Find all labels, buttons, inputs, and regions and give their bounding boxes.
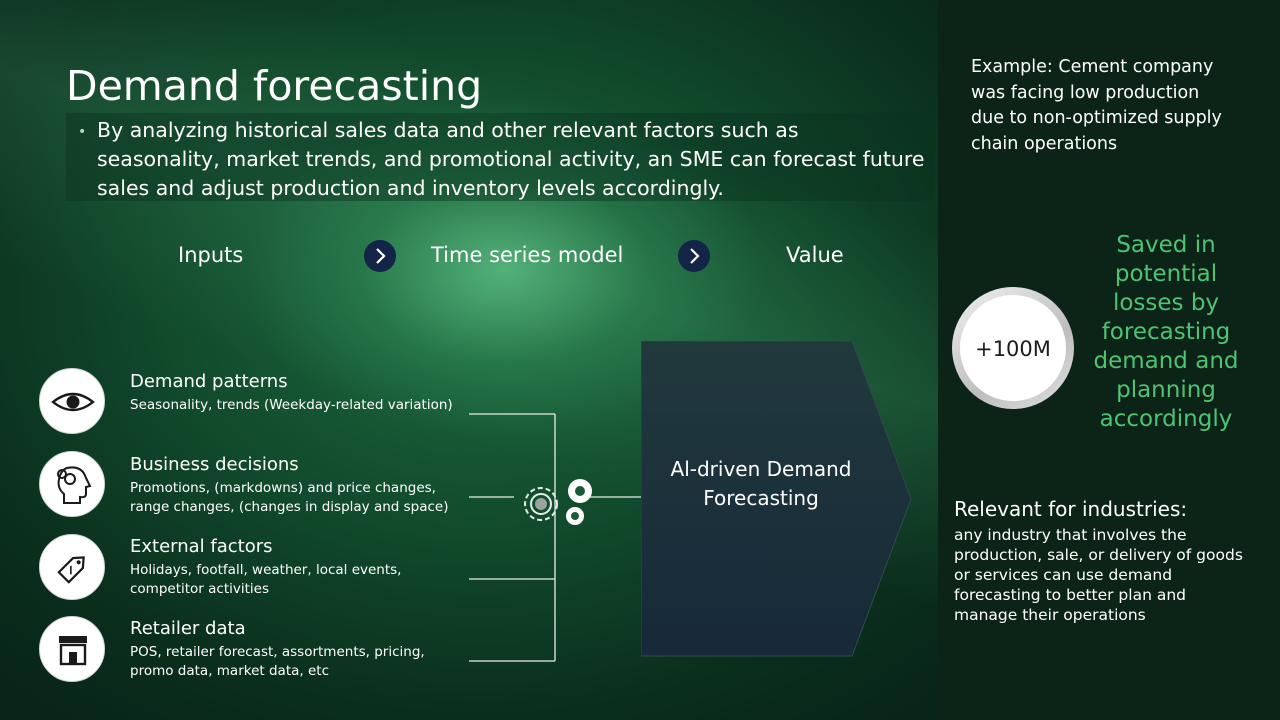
description-box (66, 113, 934, 201)
flow-inputs-label: Inputs (178, 243, 244, 267)
relevant-text: any industry that involves the productio… (954, 526, 1243, 624)
saved-text: Saved in potential losses by forecasting… (1093, 232, 1239, 432)
metric-ring: +100M (952, 287, 1074, 409)
input-title: Business decisions (130, 454, 299, 475)
metric-value: +100M (975, 337, 1051, 361)
input-subtitle: POS, retailer forecast, assortments, pri… (130, 644, 425, 679)
price-tag-icon (39, 534, 105, 600)
head-gears-icon (39, 451, 105, 517)
chevron-right-icon (678, 240, 710, 272)
forecasting-label: Al-driven Demand Forecasting (670, 457, 852, 510)
input-subtitle: Seasonality, trends (Weekday-related var… (130, 397, 453, 413)
flow-value-label: Value (786, 243, 844, 267)
input-subtitle: Holidays, footfall, weather, local event… (130, 562, 402, 597)
metric-circle: +100M (960, 295, 1066, 401)
flow-model-label: Time series model (431, 243, 624, 267)
chevron-right-icon (364, 240, 396, 272)
bullet-icon: • (78, 124, 87, 140)
eye-icon (39, 368, 105, 434)
relevant-title: Relevant for industries: (954, 497, 1188, 521)
description-text: By analyzing historical sales data and o… (97, 118, 925, 200)
forecasting-block (641, 341, 912, 657)
input-title: Demand patterns (130, 371, 288, 392)
input-title: External factors (130, 536, 273, 557)
store-icon (39, 616, 105, 682)
example-text: Example: Cement company was facing low p… (971, 57, 1222, 154)
gears-icon (524, 479, 592, 525)
input-title: Retailer data (130, 618, 246, 639)
input-subtitle: Promotions, (markdowns) and price change… (130, 480, 449, 515)
page-title: Demand forecasting (66, 62, 483, 110)
